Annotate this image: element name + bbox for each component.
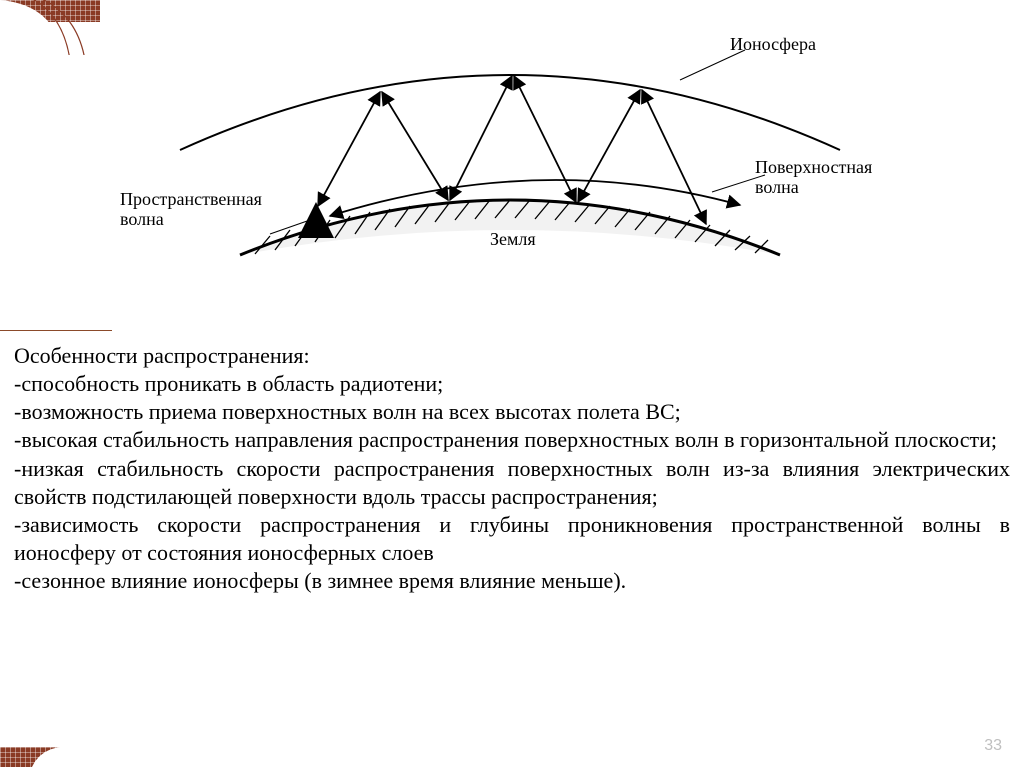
features-header: Особенности распространения: (14, 342, 1010, 370)
label-surface-wave-line1: Поверхностная (755, 157, 872, 177)
content-text: Особенности распространения: -способност… (14, 342, 1010, 595)
label-surface-wave-line2: волна (755, 177, 799, 197)
feature-item: -зависимость скорости распространения и … (14, 511, 1010, 567)
label-ionosphere: Ионосфера (730, 35, 816, 55)
feature-item: -низкая стабильность скорости распростра… (14, 455, 1010, 511)
feature-item: -способность проникать в область радиоте… (14, 370, 1010, 398)
label-space-wave: Пространственная волна (120, 190, 262, 230)
horizontal-rule (0, 330, 112, 331)
page-number: 33 (984, 737, 1002, 755)
label-surface-wave: Поверхностная волна (755, 158, 872, 198)
feature-item: -возможность приема поверхностных волн н… (14, 398, 1010, 426)
feature-item: -сезонное влияние ионосферы (в зимнее вр… (14, 567, 1010, 595)
feature-item: -высокая стабильность направления распро… (14, 426, 1010, 454)
bottom-decoration (0, 722, 60, 767)
label-earth: Земля (490, 230, 536, 250)
label-space-wave-line2: волна (120, 209, 164, 229)
wave-propagation-diagram: Ионосфера Поверхностная волна Пространст… (120, 30, 900, 330)
corner-decoration (0, 0, 100, 55)
label-space-wave-line1: Пространственная (120, 189, 262, 209)
